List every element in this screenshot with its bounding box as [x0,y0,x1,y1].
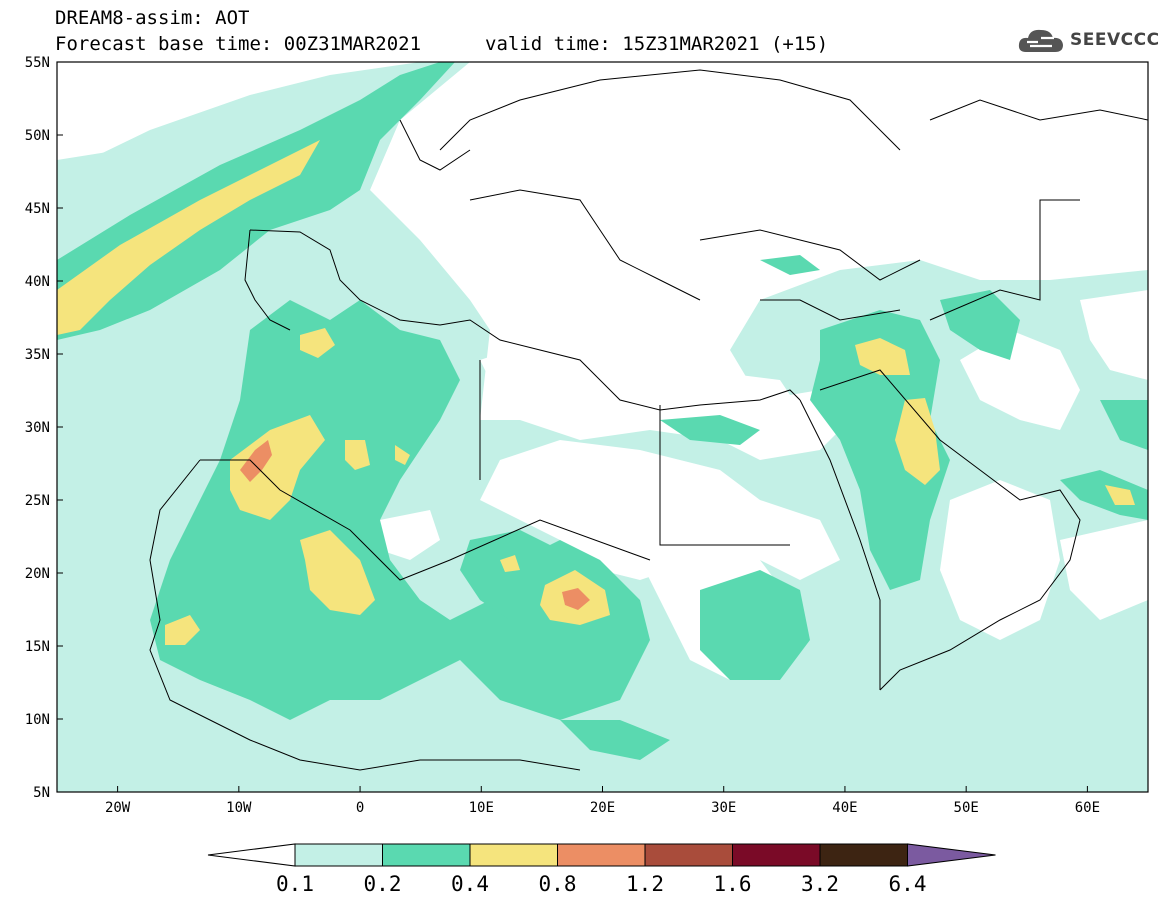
lat-label: 50N [25,128,50,144]
lon-label: 30E [711,800,736,816]
colorbar-level-label: 0.2 [363,872,402,896]
lat-label: 20N [25,566,50,582]
colorbar-level-label: 1.6 [713,872,752,896]
logo-text: SEEVCCC [1070,30,1160,50]
aot-contours [57,62,1148,792]
longitude-axis: 20W 10W 0 10E 20E 30E 40E 50E 60E [105,786,1100,816]
lon-label: 20E [590,800,615,816]
lat-label: 30N [25,420,50,436]
country-borders [149,69,1148,771]
chart-title: DREAM8-assim: AOT [55,7,250,29]
colorbar-level-label: 0.1 [276,872,314,896]
lat-label: 15N [25,639,50,655]
lon-label: 20W [105,800,131,816]
lat-label: 40N [25,274,50,290]
latitude-axis: 55N 50N 45N 40N 35N 30N 25N 20N 15N 10N 5N [25,55,63,801]
cloud-icon [1018,29,1063,52]
lat-label: 25N [25,493,50,509]
lat-label: 45N [25,201,50,217]
colorbar-level-label: 3.2 [801,872,839,896]
lon-label: 10W [226,800,252,816]
aot-band-0.2 [57,62,1148,760]
lat-label: 10N [25,712,50,728]
lon-label: 50E [954,800,979,816]
lon-label: 0 [356,800,364,816]
lon-label: 10E [469,800,494,816]
lon-label: 40E [832,800,857,816]
colorbar-level-label: 6.4 [888,872,927,896]
lat-label: 35N [25,347,50,363]
base-time: Forecast base time: 00Z31MAR2021 [55,33,422,55]
lat-label: 5N [33,785,50,801]
colorbar-level-label: 1.2 [626,872,664,896]
colorbar-level-label: 0.4 [451,872,489,896]
valid-time: valid time: 15Z31MAR2021 (+15) [485,33,829,55]
aot-band-0.8 [240,440,590,610]
colorbar-level-label: 0.8 [538,872,577,896]
lat-label: 55N [25,55,50,71]
lon-label: 60E [1075,800,1100,816]
aot-band-0.4 [57,140,1135,645]
seevccc-logo: SEEVCCC [1016,24,1159,58]
